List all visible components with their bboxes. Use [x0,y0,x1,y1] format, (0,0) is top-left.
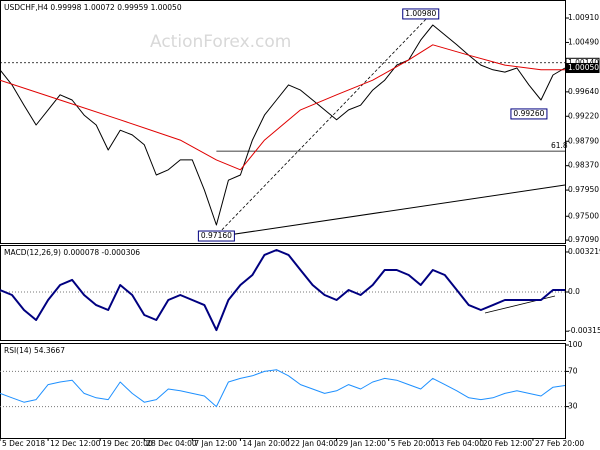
x-tick-label: 28 Dec 04:00 [146,439,197,448]
panel-frame [0,245,566,341]
panel-title: MACD(12,26,9) 0.000078 -0.000306 [4,248,140,257]
panel-title: RSI(14) 54.3667 [4,346,65,355]
y-tick-label: 0.98790 [568,136,599,145]
series-line [0,24,566,226]
y-tick-label: 0.99220 [568,111,599,120]
y-tick-label: 1.00910 [568,13,599,22]
trend-line [214,14,431,238]
panel-frame [0,0,566,244]
trend-line [214,184,566,238]
y-tick-label: 1.00490 [568,37,599,46]
y-tick-label: 0.0 [568,287,580,296]
y-tick-label: 70 [568,366,578,375]
x-tick-label: 20 Feb 12:00 [483,439,532,448]
x-tick-label: 29 Jan 12:00 [339,439,387,448]
y-tick-label: -0.003153 [568,326,600,335]
price-box [565,63,600,74]
x-tick-label: 5 Feb 20:00 [391,439,436,448]
x-tick-label: 7 Jan 12:00 [194,439,237,448]
series-line [0,44,565,171]
y-tick-label: 0.97090 [568,235,599,244]
panel-frame [0,343,566,439]
x-tick-label: 12 Dec 12:00 [50,439,101,448]
panel-title: USDCHF,H4 0.99998 1.00072 0.99959 1.0005… [4,3,182,12]
x-tick-label: 13 Feb 04:00 [435,439,484,448]
y-tick-label: 0.99640 [568,87,599,96]
x-tick-label: 14 Jan 20:00 [242,439,290,448]
x-tick-label: 19 Dec 20:00 [102,439,153,448]
x-tick-label: 22 Jan 04:00 [291,439,339,448]
y-tick-label: 0.97950 [568,185,599,194]
fib-label: 61.8 [551,141,568,150]
y-tick-label: 100 [568,340,583,349]
series-line [0,369,566,408]
y-tick-label: 0.97500 [568,211,599,220]
callout-box [510,108,548,120]
x-tick-label: 27 Feb 20:00 [535,439,584,448]
series-line [0,249,565,332]
y-tick-label: 0.98370 [568,161,599,170]
price-label: 1.00050 [568,63,599,72]
price-label: 1.00140 [568,58,599,67]
callout-label: 0.99260 [513,109,544,118]
y-tick-label: 30 [568,402,578,411]
y-tick-label: 0.003219 [568,247,600,256]
x-tick-label: 5 Dec 2018 [2,439,45,448]
watermark: ActionForex.com [150,32,291,52]
callout-label: 1.00980 [405,9,436,18]
callout-label: 0.97160 [201,231,232,240]
callout-box [402,8,440,20]
callout-box [197,230,235,242]
